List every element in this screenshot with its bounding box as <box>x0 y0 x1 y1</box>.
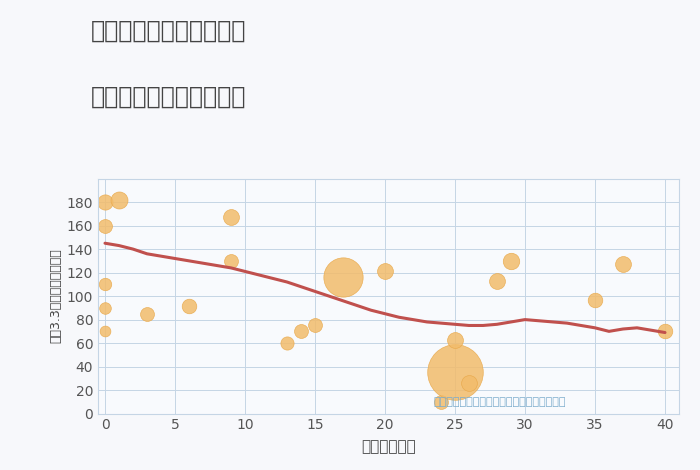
Point <box>589 296 601 304</box>
Point <box>113 196 125 204</box>
Text: 兵庫県西宮市浜松原町の: 兵庫県西宮市浜松原町の <box>91 19 246 43</box>
Point <box>225 213 237 221</box>
Text: 築年数別中古戸建て価格: 築年数別中古戸建て価格 <box>91 85 246 109</box>
Point <box>379 268 391 275</box>
Point <box>99 304 111 312</box>
Point <box>295 328 307 335</box>
Point <box>99 198 111 206</box>
Point <box>183 302 195 309</box>
Point <box>337 274 349 281</box>
Point <box>449 368 461 376</box>
Y-axis label: 坪（3.3㎡）単価（万円）: 坪（3.3㎡）単価（万円） <box>50 249 62 344</box>
Point <box>491 277 503 285</box>
Point <box>99 281 111 288</box>
Point <box>659 328 671 335</box>
Point <box>225 257 237 265</box>
Point <box>99 328 111 335</box>
Point <box>99 222 111 229</box>
Point <box>617 260 629 268</box>
Point <box>449 336 461 343</box>
Point <box>505 257 517 265</box>
Point <box>141 310 153 318</box>
Text: 円の大きさは、取引のあった物件面積を示す: 円の大きさは、取引のあった物件面積を示す <box>434 397 566 407</box>
X-axis label: 築年数（年）: 築年数（年） <box>361 439 416 454</box>
Point <box>435 398 447 406</box>
Point <box>281 339 293 347</box>
Point <box>309 322 321 329</box>
Point <box>463 379 475 387</box>
